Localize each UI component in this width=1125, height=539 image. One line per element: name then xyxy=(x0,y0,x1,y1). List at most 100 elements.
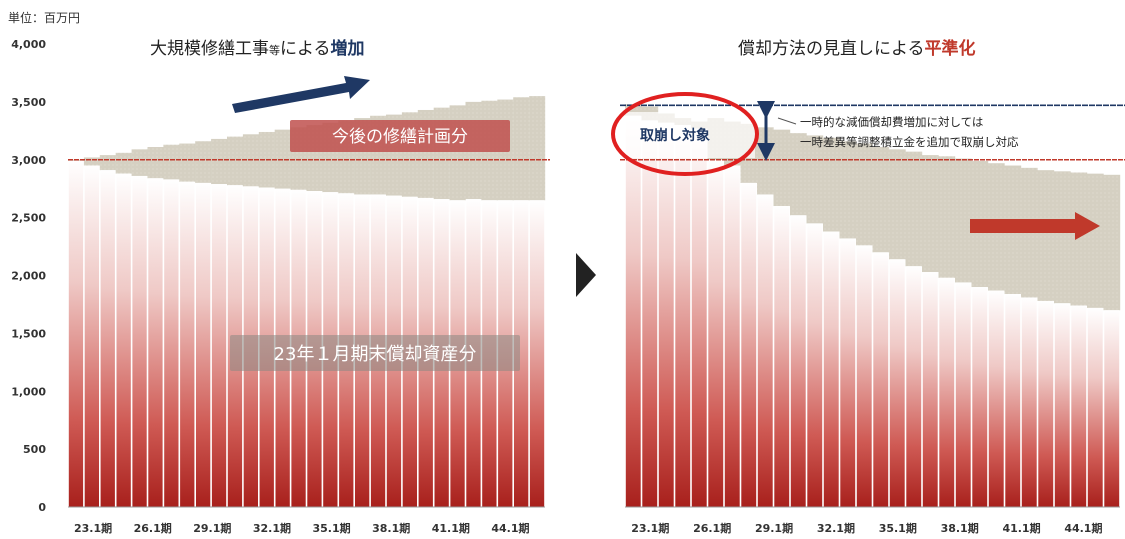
note-line-2: 一時差異等調整積立金を追加で取崩し対応 xyxy=(800,135,1019,149)
bar-base-segment xyxy=(1054,303,1070,507)
bar-base-segment xyxy=(840,238,856,507)
y-tick-label: 1,500 xyxy=(11,327,46,340)
bar-future-segment xyxy=(790,133,807,216)
bar-base-segment xyxy=(164,179,179,508)
x-tick-label: 41.1期 xyxy=(1002,521,1040,535)
x-tick-label: 23.1期 xyxy=(74,521,112,535)
bar-base-segment xyxy=(1071,305,1087,507)
bar-base-segment xyxy=(1038,300,1054,507)
x-tick-label: 35.1期 xyxy=(312,521,350,535)
bar-base-segment xyxy=(642,120,658,508)
x-tick-label: 35.1期 xyxy=(879,521,917,535)
x-tick-label: 23.1期 xyxy=(631,521,669,535)
bar-base-segment xyxy=(132,175,147,507)
note-leader-line xyxy=(777,117,797,125)
bar-base-segment xyxy=(823,231,839,507)
bar-future-segment xyxy=(938,156,956,278)
x-tick-label: 32.1期 xyxy=(253,521,291,535)
bar-future-segment xyxy=(1087,173,1104,308)
bar-base-segment xyxy=(955,282,971,507)
y-tick-label: 2,500 xyxy=(11,212,46,225)
y-tick-label: 2,000 xyxy=(11,270,46,283)
bar-future-segment xyxy=(1054,171,1071,304)
x-tick-label: 41.1期 xyxy=(432,521,470,535)
bar-future-segment xyxy=(839,141,857,239)
bar-future-segment xyxy=(872,147,890,253)
bar-base-segment xyxy=(116,173,131,507)
bar-base-segment xyxy=(807,223,823,507)
x-tick-label: 32.1期 xyxy=(817,521,855,535)
right-chart: 23.1期 26.1期 29.1期 32.1期 35.1期 38.1期 41.1期 44.1期 xyxy=(620,104,1125,535)
x-tick-label: 44.1期 xyxy=(1064,521,1102,535)
bar-base-segment xyxy=(774,206,790,508)
bar-future-segment xyxy=(856,143,873,246)
bar-future-segment xyxy=(1037,170,1055,301)
bar-future-segment xyxy=(513,97,530,201)
next-triangle-icon xyxy=(576,253,596,297)
bar-future-segment xyxy=(227,136,244,186)
bar-future-segment xyxy=(1103,174,1121,311)
bar-base-segment xyxy=(691,128,707,507)
x-tick-label: 38.1期 xyxy=(372,521,410,535)
bar-future-segment xyxy=(115,152,132,174)
bar-base-segment xyxy=(68,160,84,507)
y-tick-label: 500 xyxy=(23,443,46,456)
label-box-top xyxy=(290,120,510,152)
bar-base-segment xyxy=(1021,297,1037,507)
bar-base-segment xyxy=(790,215,806,507)
bar-future-segment xyxy=(211,138,228,185)
bar-base-segment xyxy=(856,245,872,507)
bar-base-segment xyxy=(211,184,227,507)
bar-base-segment xyxy=(972,287,988,507)
bar-base-segment xyxy=(873,252,889,507)
bar-base-segment xyxy=(100,170,115,508)
x-tick-label: 44.1期 xyxy=(491,521,529,535)
bar-base-segment xyxy=(196,182,211,507)
note-line-1: 一時的な減価償却費増加に対しては xyxy=(800,115,983,129)
bar-future-segment xyxy=(955,158,972,283)
bar-future-segment xyxy=(625,104,642,116)
bar-base-segment xyxy=(675,125,691,508)
bar-future-segment xyxy=(449,105,466,201)
bar-future-segment xyxy=(922,155,939,273)
bar-base-segment xyxy=(906,266,922,507)
bar-future-segment xyxy=(147,147,164,179)
callout-label: 取崩し対象 xyxy=(640,127,710,144)
x-tick-label: 26.1期 xyxy=(134,521,172,535)
bar-base-segment xyxy=(988,290,1004,507)
bar-future-segment xyxy=(529,96,546,201)
bar-future-segment xyxy=(179,143,196,182)
x-tick-label: 29.1期 xyxy=(193,521,231,535)
bar-base-segment xyxy=(724,165,740,507)
bar-base-segment xyxy=(741,182,757,507)
y-tick-label: 3,000 xyxy=(11,154,46,167)
bar-base-segment xyxy=(889,259,905,507)
callout-bg xyxy=(615,112,755,158)
bar-future-segment xyxy=(99,155,116,171)
bar-future-segment xyxy=(163,144,180,180)
bar-future-segment xyxy=(806,135,824,224)
bar-base-segment xyxy=(757,194,773,507)
bar-future-segment xyxy=(195,141,212,183)
leveling-arrow-icon xyxy=(970,212,1100,240)
bar-future-segment xyxy=(823,137,840,232)
bar-base-segment xyxy=(708,159,724,507)
unit-label: 単位：百万円 xyxy=(8,10,80,25)
y-tick-label: 0 xyxy=(38,501,46,514)
bar-future-segment xyxy=(905,151,923,267)
x-tick-label: 38.1期 xyxy=(941,521,979,535)
x-tick-label: 29.1期 xyxy=(755,521,793,535)
bar-future-segment xyxy=(889,149,906,260)
increase-arrow-icon xyxy=(232,76,370,113)
label-box-bottom xyxy=(230,335,520,371)
bar-base-segment xyxy=(1005,294,1021,507)
bar-base-segment xyxy=(1087,307,1103,507)
left-title: 大規模修繕工事等による増加 xyxy=(150,38,365,59)
bar-base-segment xyxy=(529,200,545,507)
bar-future-segment xyxy=(1070,172,1088,306)
y-axis: 0 500 1,000 1,500 2,000 2,500 3,000 3,500 4,000 xyxy=(11,38,46,514)
bar-future-segment xyxy=(773,129,791,207)
left-chart: 23.1期 26.1期 29.1期 32.1期 35.1期 38.1期 41.1期 44.1期 xyxy=(68,96,550,535)
x-tick-label: 26.1期 xyxy=(693,521,731,535)
